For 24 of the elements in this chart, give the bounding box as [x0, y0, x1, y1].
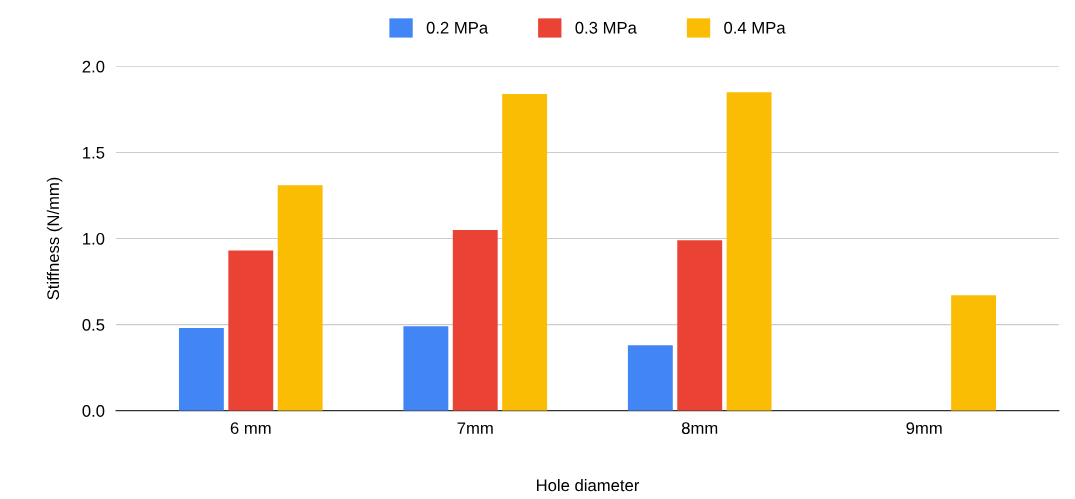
bar	[403, 326, 449, 411]
bar	[452, 229, 498, 411]
bar	[726, 92, 772, 411]
legend-label: 0.2 MPa	[426, 21, 489, 34]
bar	[277, 185, 323, 411]
x-axis-title: Hole diameter	[536, 478, 640, 492]
bar	[178, 328, 224, 411]
x-tick-label: 6 mm	[230, 422, 271, 435]
bar	[502, 93, 548, 411]
y-tick-label: 1.5	[83, 147, 105, 159]
legend-label: 0.4 MPa	[724, 21, 786, 34]
x-tick-label: 8mm	[681, 422, 718, 435]
bar	[951, 295, 997, 411]
x-tick-label: 9mm	[906, 422, 942, 435]
legend-label: 0.3 MPa	[575, 21, 637, 34]
y-axis-title: Stiffness (N/mm)	[46, 177, 63, 300]
y-tick-label: 0.5	[82, 319, 105, 331]
bar	[627, 345, 673, 411]
bar	[228, 250, 274, 411]
bar	[677, 240, 723, 411]
x-tick-label: 7mm	[457, 422, 493, 434]
y-tick-label: 0.0	[82, 405, 105, 417]
y-tick-label: 2.0	[82, 60, 105, 73]
y-tick-label: 1.0	[83, 232, 105, 245]
